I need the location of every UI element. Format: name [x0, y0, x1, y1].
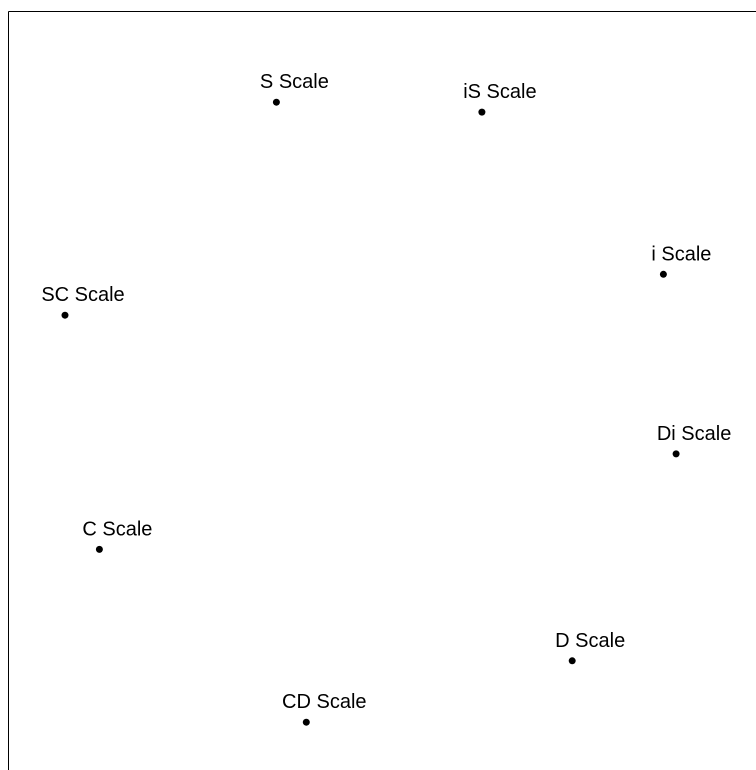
point-label: iS Scale [463, 81, 536, 103]
point-label: D Scale [555, 630, 625, 652]
point-label: C Scale [82, 518, 152, 540]
scatter-point-group: CD Scale [282, 691, 367, 726]
scatter-point-group: D Scale [555, 630, 625, 665]
scatter-point [272, 98, 280, 106]
point-label: CD Scale [282, 691, 366, 713]
scatter-point [478, 108, 486, 116]
scatter-point-group: C Scale [82, 518, 152, 553]
scatter-point [672, 450, 680, 458]
scatter-point [568, 657, 576, 665]
scatter-point [95, 545, 103, 553]
point-label: SC Scale [41, 284, 124, 306]
scatter-point-group: iS Scale [463, 81, 537, 116]
scatter-point-group: S Scale [260, 71, 329, 106]
point-label: Di Scale [657, 423, 731, 445]
scatter-point [659, 270, 667, 278]
scatter-point [302, 718, 310, 726]
point-label: S Scale [260, 71, 329, 93]
scatter-point-group: Di Scale [657, 423, 731, 458]
scatter-point [61, 311, 69, 319]
scatter-point-group: i Scale [651, 243, 711, 278]
point-label: i Scale [651, 243, 711, 265]
scatter-point-group: SC Scale [41, 284, 125, 319]
points-layer: S Scale iS Scale i Scale SC Scale Di Scale C … [41, 71, 731, 726]
